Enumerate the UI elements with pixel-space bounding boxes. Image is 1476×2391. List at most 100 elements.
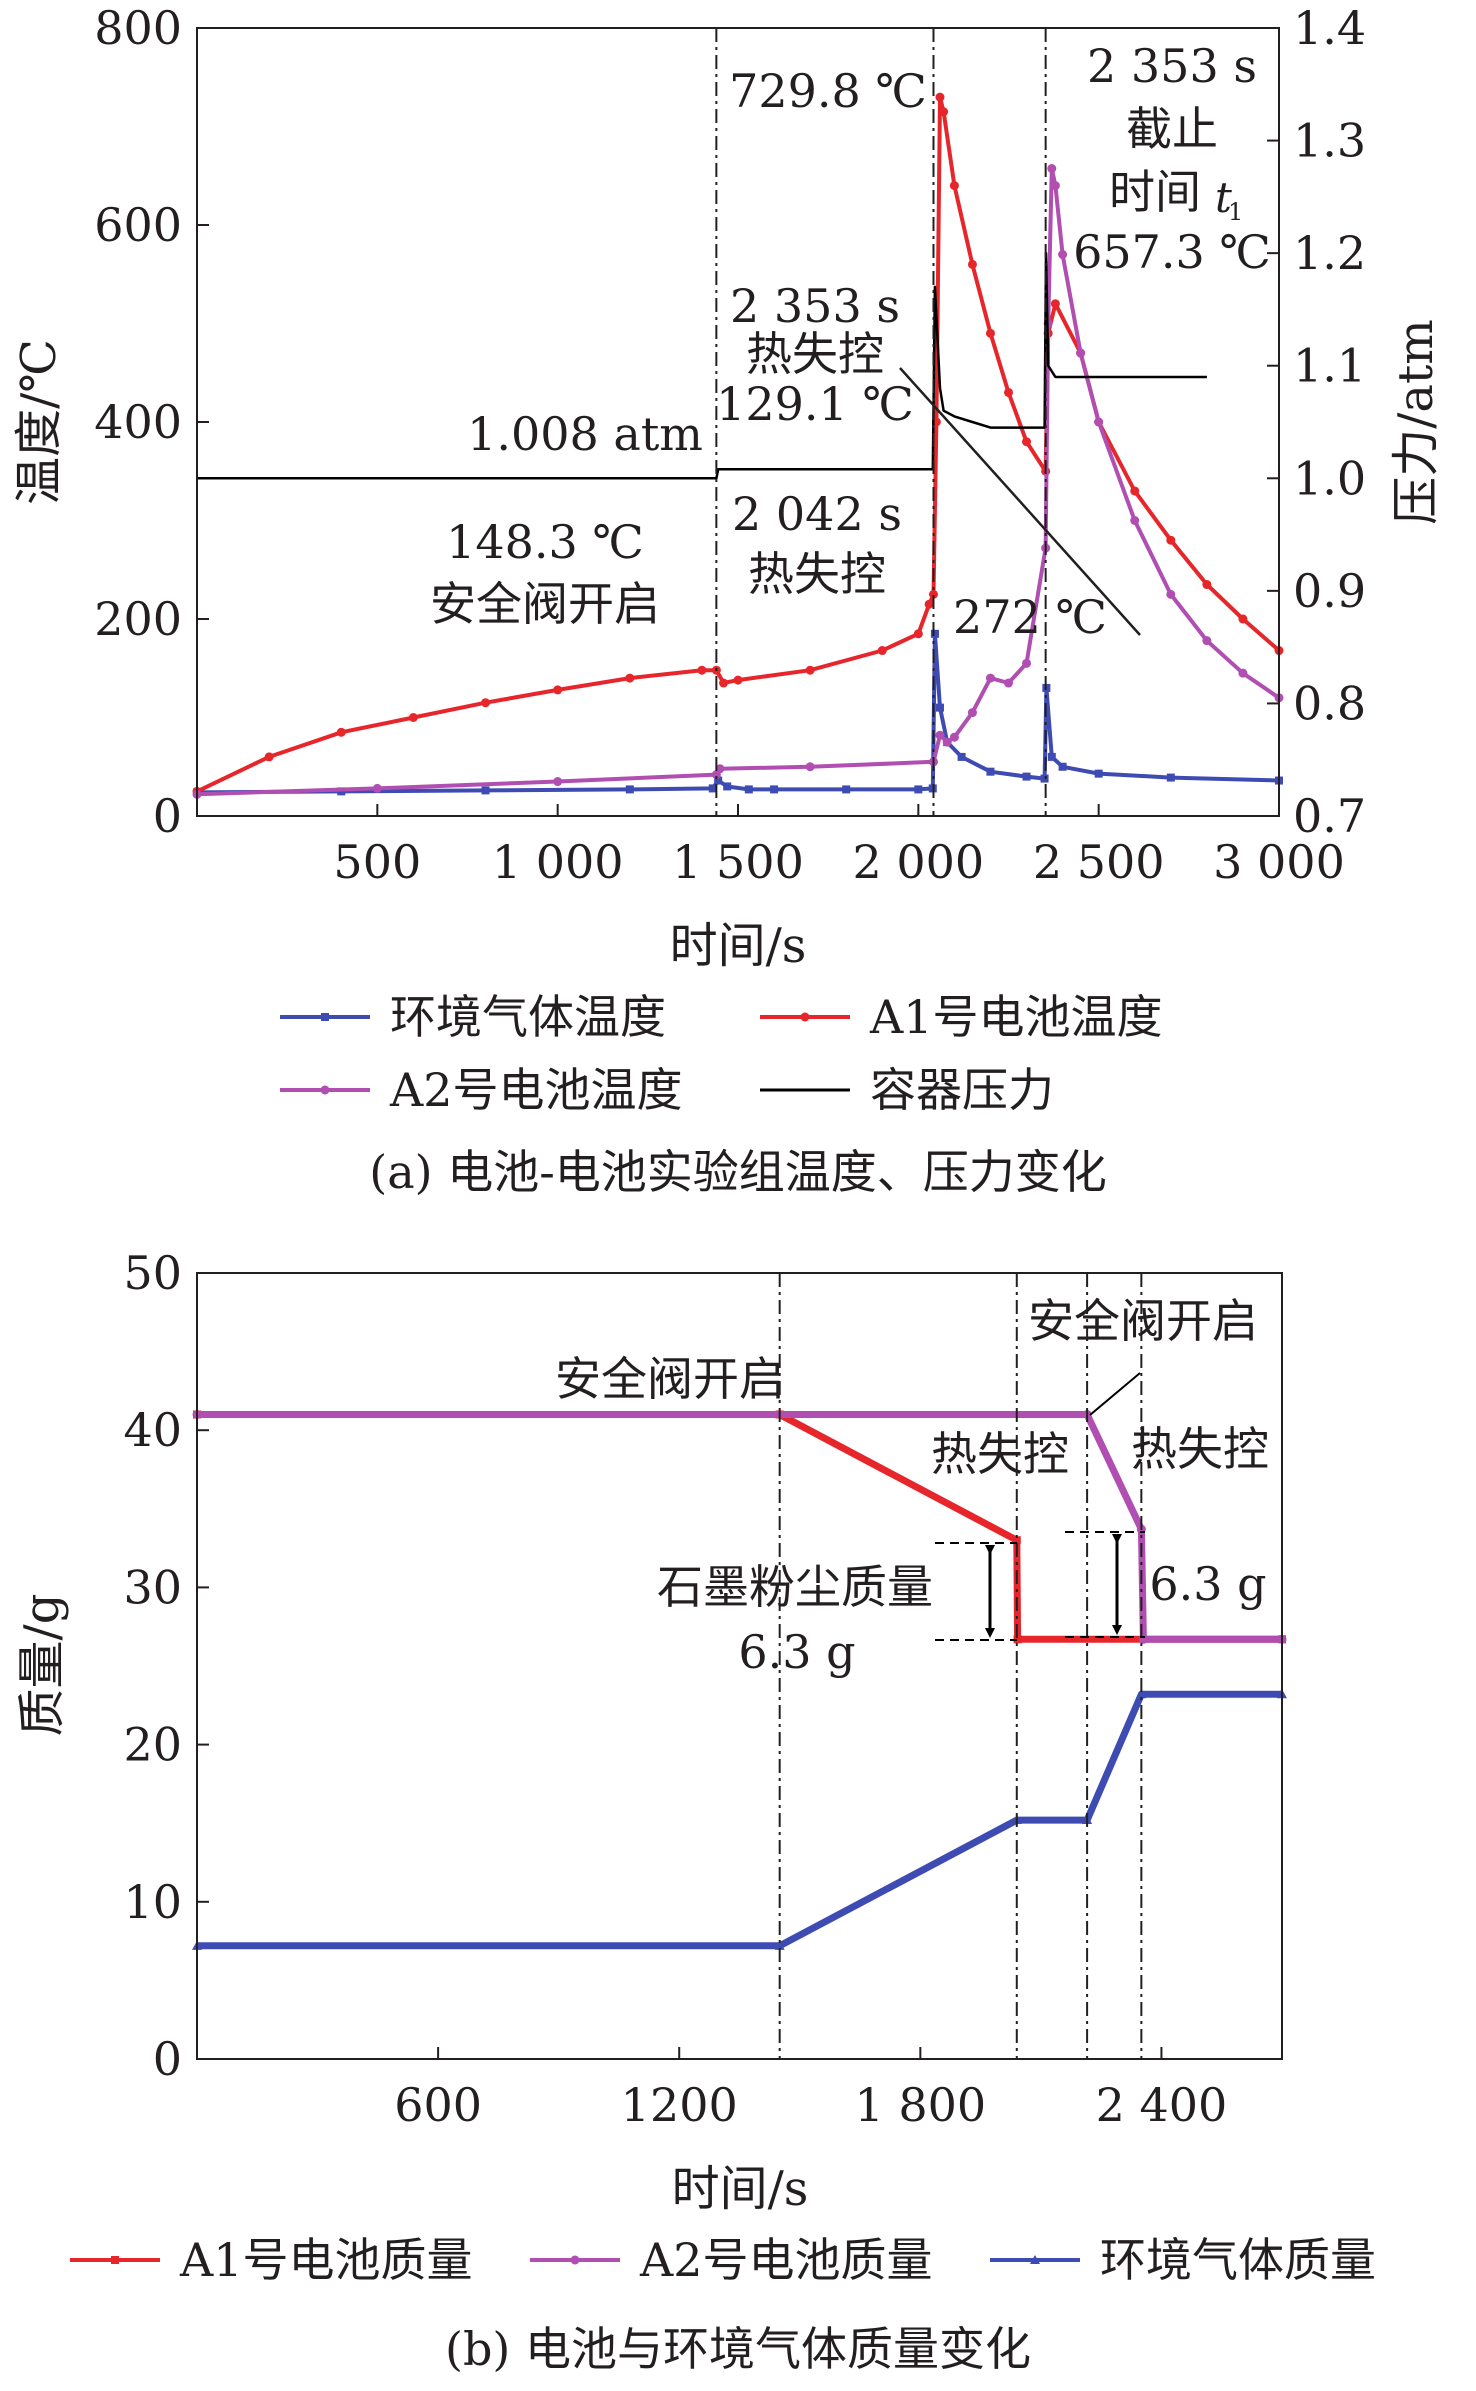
y-tick-label: 0 xyxy=(153,789,182,843)
data-point-2-6 xyxy=(553,685,563,695)
data-point-1-19 xyxy=(1040,774,1049,783)
data-point-1-4 xyxy=(625,785,634,794)
data-point-2-12 xyxy=(805,665,815,675)
panel-b-y-ticks: 0 10 20 30 40 50 xyxy=(123,1246,209,2086)
annotation-peak-a1: 729.8 ℃ xyxy=(729,64,927,118)
data-point-2-8 xyxy=(697,665,707,675)
valve-leader-line xyxy=(1089,1372,1141,1416)
data-point-2-2 xyxy=(264,752,274,762)
panel-a-y-label: 温度/℃ xyxy=(11,339,67,505)
x-tick-label: 1 800 xyxy=(854,2078,986,2132)
annotation-leader-line xyxy=(899,367,1141,636)
data-point-2-11 xyxy=(733,675,743,685)
data-point-1-17 xyxy=(986,767,995,776)
annotation-a2-runaway-line3: 129.1 ℃ xyxy=(716,377,914,431)
annotation-valve-open-a2: 安全阀开启 xyxy=(1028,1294,1258,1348)
annotation-cutoff-symbol-sub: 1 xyxy=(1228,198,1243,226)
legend-marker-2 xyxy=(570,2255,580,2265)
data-point-2-21 xyxy=(967,259,977,269)
data-point-3-3 xyxy=(553,777,563,787)
panel-a-reference-lines xyxy=(715,28,1047,816)
y2-tick-label: 1.2 xyxy=(1293,226,1366,280)
data-point-3-11 xyxy=(967,708,977,718)
annotation-a2-temp: 272 ℃ xyxy=(953,590,1107,644)
data-point-2-27 xyxy=(1050,299,1060,309)
panel-a-caption: (a) 电池-电池实验组温度、压力变化 xyxy=(369,1145,1106,1199)
panel-a: 500 1 000 1 500 2 000 2 500 3 000 0 200 400 600 8… xyxy=(11,1,1444,1199)
y-tick-label: 0 xyxy=(153,2032,182,2086)
annotation-dust-mass-label: 石墨粉尘质量 xyxy=(657,1560,933,1614)
x-tick-label: 2 400 xyxy=(1096,2078,1228,2132)
y-tick-label: 30 xyxy=(123,1560,182,1614)
data-point-2-13 xyxy=(877,646,887,656)
data-point-3-25 xyxy=(1238,668,1248,678)
annotation-dust-mass-value-a2: 6.3 g xyxy=(1149,1557,1266,1611)
data-point-2-3 xyxy=(336,727,346,737)
y-tick-label: 50 xyxy=(123,1246,182,1300)
data-point-3-2 xyxy=(774,1940,785,1950)
data-point-2-5 xyxy=(481,698,491,708)
data-point-1-5 xyxy=(708,784,717,793)
data-point-3-21 xyxy=(1094,417,1104,427)
dust-mass-bracket-a1 xyxy=(935,1542,1017,1641)
data-point-2-24 xyxy=(1022,437,1032,447)
legend-label-3: A2号电池温度 xyxy=(389,1063,683,1117)
x-tick-label: 1 500 xyxy=(672,835,804,889)
data-point-3-2 xyxy=(372,783,382,793)
data-point-2-7 xyxy=(625,673,635,683)
legend-marker-3 xyxy=(320,1085,330,1095)
annotation-cutoff-line2: 截止 xyxy=(1126,102,1218,156)
data-point-1-14 xyxy=(935,703,944,712)
y2-tick-label: 0.8 xyxy=(1293,676,1366,730)
data-point-2-30 xyxy=(1130,486,1140,496)
series-line-3 xyxy=(197,1690,1282,1950)
annotation-cutoff-line1: 2 353 s xyxy=(1087,39,1257,93)
data-point-1-22 xyxy=(1058,762,1067,771)
panel-b-x-ticks: 600 1200 1 800 2 400 xyxy=(394,2047,1227,2132)
annotation-runaway-a1: 热失控 xyxy=(931,1427,1069,1481)
data-point-1-11 xyxy=(914,785,923,794)
annotation-valve-open: 安全阀开启 xyxy=(430,577,660,631)
data-point-3-5 xyxy=(1136,1689,1147,1699)
data-point-1-24 xyxy=(1166,773,1175,782)
data-point-2-15 xyxy=(924,599,934,609)
panel-a-y2-label: 压力/atm xyxy=(1388,319,1444,525)
data-point-2-19 xyxy=(939,107,949,117)
dust-mass-bracket-a2 xyxy=(1065,1531,1145,1638)
panel-b-y-label: 质量/g xyxy=(14,1594,70,1737)
legend-label-3: 环境气体质量 xyxy=(1100,2233,1376,2287)
panel-a-x-label: 时间/s xyxy=(670,918,807,974)
data-point-1-21 xyxy=(1047,752,1056,761)
annotation-a2-runaway-line1: 2 353 s xyxy=(730,279,900,333)
y-tick-label: 40 xyxy=(123,1403,182,1457)
panel-a-x-ticks: 500 1 000 1 500 2 000 2 500 3 000 xyxy=(333,804,1345,889)
data-point-3-17 xyxy=(1047,164,1057,174)
annotation-cutoff-symbol-t: t xyxy=(1215,173,1232,222)
y-tick-label: 400 xyxy=(94,395,182,449)
data-point-2-23 xyxy=(1004,387,1013,397)
y-tick-label: 20 xyxy=(123,1718,182,1772)
panel-b-x-label: 时间/s xyxy=(672,2161,809,2217)
x-tick-label: 600 xyxy=(394,2078,482,2132)
x-tick-label: 1 000 xyxy=(492,835,624,889)
data-point-2-31 xyxy=(1166,535,1176,545)
series-line-4 xyxy=(197,251,1207,480)
data-point-2-20 xyxy=(949,181,959,191)
annotation-a1-runaway-line2: 热失控 xyxy=(748,547,886,601)
data-point-3-8 xyxy=(935,730,945,740)
legend-label-1: A1号电池质量 xyxy=(179,2233,473,2287)
data-point-3-19 xyxy=(1058,250,1068,260)
x-tick-label: 500 xyxy=(333,835,421,889)
data-point-2-18 xyxy=(935,92,945,102)
y2-tick-label: 1.3 xyxy=(1293,114,1366,168)
data-point-1-13 xyxy=(930,629,939,638)
data-point-2-14 xyxy=(913,629,923,639)
y-tick-label: 600 xyxy=(94,198,182,252)
y2-tick-label: 0.7 xyxy=(1293,789,1366,843)
data-point-3-14 xyxy=(1022,658,1032,668)
data-point-3-22 xyxy=(1130,516,1140,525)
panel-b-reference-lines xyxy=(778,1273,1143,2059)
data-point-1-10 xyxy=(842,785,851,794)
